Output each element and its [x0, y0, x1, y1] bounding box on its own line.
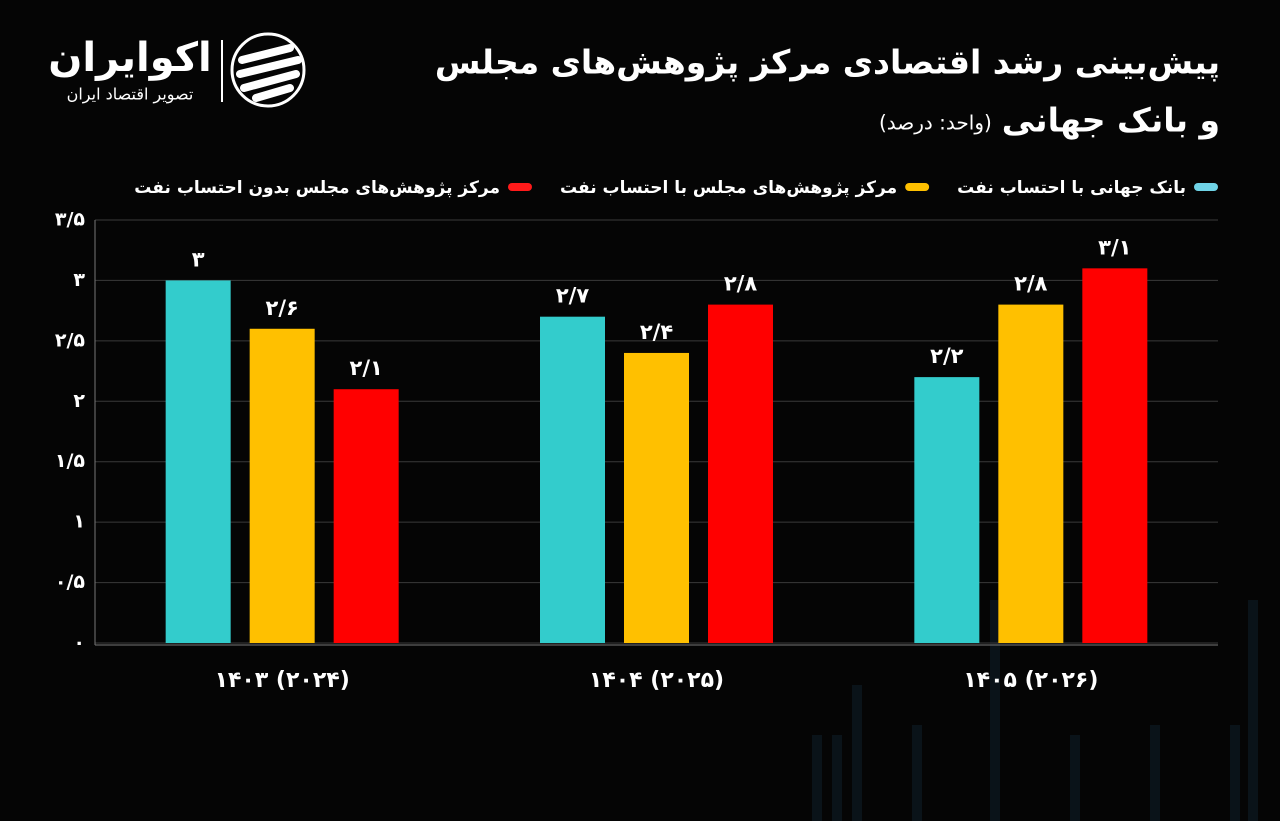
- bar: [1082, 268, 1148, 643]
- y-tick-label: ۳/۵: [55, 209, 86, 231]
- data-label: ۲/۴: [640, 320, 673, 344]
- background-decoration: [812, 600, 1258, 821]
- bar: [249, 328, 315, 643]
- legend-label: مرکز پژوهش‌های مجلس با احتساب نفت: [560, 178, 897, 198]
- bar: [624, 352, 689, 643]
- logo: اکوایران تصویر اقتصاد ایران: [48, 32, 306, 108]
- legend-label: بانک جهانی با احتساب نفت: [957, 178, 1186, 198]
- data-label: ۳/۱: [1098, 235, 1131, 259]
- x-tick-label: ۱۴۰۴ (۲۰۲۵): [589, 668, 724, 693]
- x-tick-label: ۱۴۰۳ (۲۰۲۴): [215, 668, 350, 693]
- data-label: ۳: [192, 247, 205, 271]
- data-label: ۲/۸: [724, 272, 757, 296]
- bar: [998, 304, 1064, 643]
- bar: [540, 316, 605, 643]
- unit-note: (واحد: درصد): [879, 111, 992, 135]
- data-label: ۲/۱: [350, 356, 383, 380]
- y-tick-label: ۲/۵: [55, 329, 86, 351]
- data-label: ۲/۸: [1014, 272, 1047, 296]
- logo-tagline: تصویر اقتصاد ایران: [67, 85, 194, 105]
- y-tick-label: ۱/۵: [55, 450, 86, 472]
- bar: [708, 304, 773, 643]
- legend-label: مرکز پژوهش‌های مجلس بدون احتساب نفت: [134, 178, 500, 198]
- logo-ring: [230, 32, 306, 108]
- chart-title: و بانک جهانی: [1002, 101, 1220, 141]
- data-label: ۲/۶: [266, 296, 299, 320]
- data-label: ۲/۷: [556, 284, 589, 308]
- y-tick-label: ۰: [73, 632, 85, 654]
- bar: [165, 280, 231, 643]
- legend-marker: [905, 183, 930, 191]
- y-tick-label: ۲: [73, 390, 85, 412]
- legend-marker: [507, 183, 532, 191]
- y-tick-label: ۰/۵: [55, 571, 86, 593]
- data-label: ۲/۲: [930, 344, 963, 368]
- bar: [914, 377, 980, 643]
- logo-name: اکوایران: [48, 35, 212, 81]
- y-tick-label: ۱: [73, 511, 85, 533]
- chart-title: پیش‌بینی رشد اقتصادی مرکز پژوهش‌های مجلس: [435, 43, 1220, 83]
- legend-marker: [1194, 183, 1218, 191]
- x-tick-label: ۱۴۰۵ (۲۰۲۶): [963, 668, 1098, 693]
- logo-stripes: [236, 44, 302, 102]
- y-tick-label: ۳: [73, 269, 85, 291]
- bar: [333, 389, 399, 643]
